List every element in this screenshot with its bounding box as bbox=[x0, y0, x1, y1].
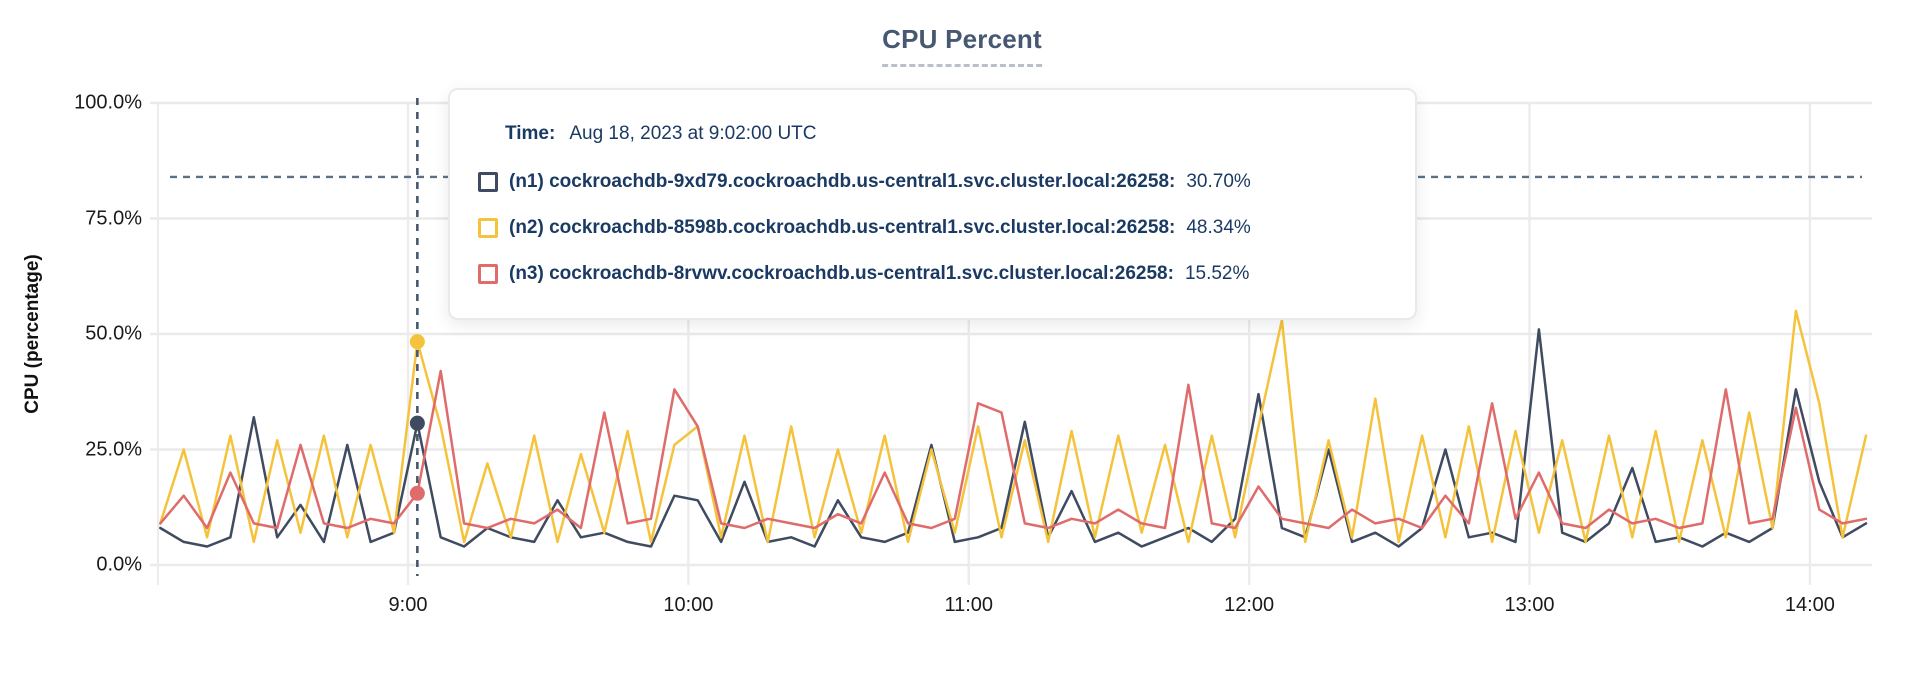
x-tick-label: 12:00 bbox=[1224, 594, 1275, 616]
series-line-n2 bbox=[159, 309, 1868, 544]
tooltip-series-rows: (n1) cockroachdb-9xd79.cockroachdb.us-ce… bbox=[478, 167, 1387, 288]
y-tick-label: 50.0% bbox=[85, 322, 142, 345]
tooltip-series-row: (n1) cockroachdb-9xd79.cockroachdb.us-ce… bbox=[478, 167, 1387, 196]
tooltip-series-label: (n1) cockroachdb-9xd79.cockroachdb.us-ce… bbox=[509, 171, 1176, 192]
tooltip-series-value: 15.52% bbox=[1184, 263, 1250, 284]
series-line-n3 bbox=[159, 369, 1868, 530]
y-tick-label: 25.0% bbox=[85, 438, 142, 460]
legend-swatch-n1 bbox=[478, 171, 498, 192]
series-line-n1 bbox=[159, 328, 1868, 548]
hover-dot-n3 bbox=[409, 485, 425, 501]
x-tick-label: 14:00 bbox=[1784, 594, 1835, 616]
x-tick-label: 10:00 bbox=[663, 594, 714, 616]
tooltip-series-row: (n2) cockroachdb-8598b.cockroachdb.us-ce… bbox=[478, 213, 1387, 242]
tooltip-series-label: (n2) cockroachdb-8598b.cockroachdb.us-ce… bbox=[509, 217, 1176, 238]
x-tick-label: 11:00 bbox=[944, 594, 994, 616]
tooltip-series-value: 48.34% bbox=[1186, 217, 1251, 238]
hover-dot-n2 bbox=[409, 334, 425, 350]
chart-title[interactable]: CPU Percent bbox=[882, 24, 1042, 67]
legend-swatch-n3 bbox=[478, 263, 498, 284]
hover-tooltip: Time: Aug 18, 2023 at 9:02:00 UTC (n1) co… bbox=[448, 88, 1417, 320]
tooltip-time-label: Time: bbox=[505, 123, 556, 144]
tooltip-time-row: Time: Aug 18, 2023 at 9:02:00 UTC bbox=[505, 121, 1387, 147]
hover-dot-n1 bbox=[409, 415, 425, 431]
tooltip-series-label: (n3) cockroachdb-8rvwv.cockroachdb.us-ce… bbox=[509, 263, 1174, 284]
x-tick-label: 9:00 bbox=[388, 594, 428, 616]
y-tick-label: 75.0% bbox=[85, 207, 142, 229]
tooltip-series-row: (n3) cockroachdb-8rvwv.cockroachdb.us-ce… bbox=[478, 259, 1387, 288]
x-tick-label: 13:00 bbox=[1504, 594, 1555, 616]
y-tick-label: 0.0% bbox=[96, 553, 142, 576]
legend-swatch-n2 bbox=[478, 217, 498, 238]
tooltip-time-value: Aug 18, 2023 at 9:02:00 UTC bbox=[569, 123, 817, 144]
y-tick-label: 100.0% bbox=[74, 91, 142, 114]
tooltip-series-value: 30.70% bbox=[1186, 171, 1251, 192]
